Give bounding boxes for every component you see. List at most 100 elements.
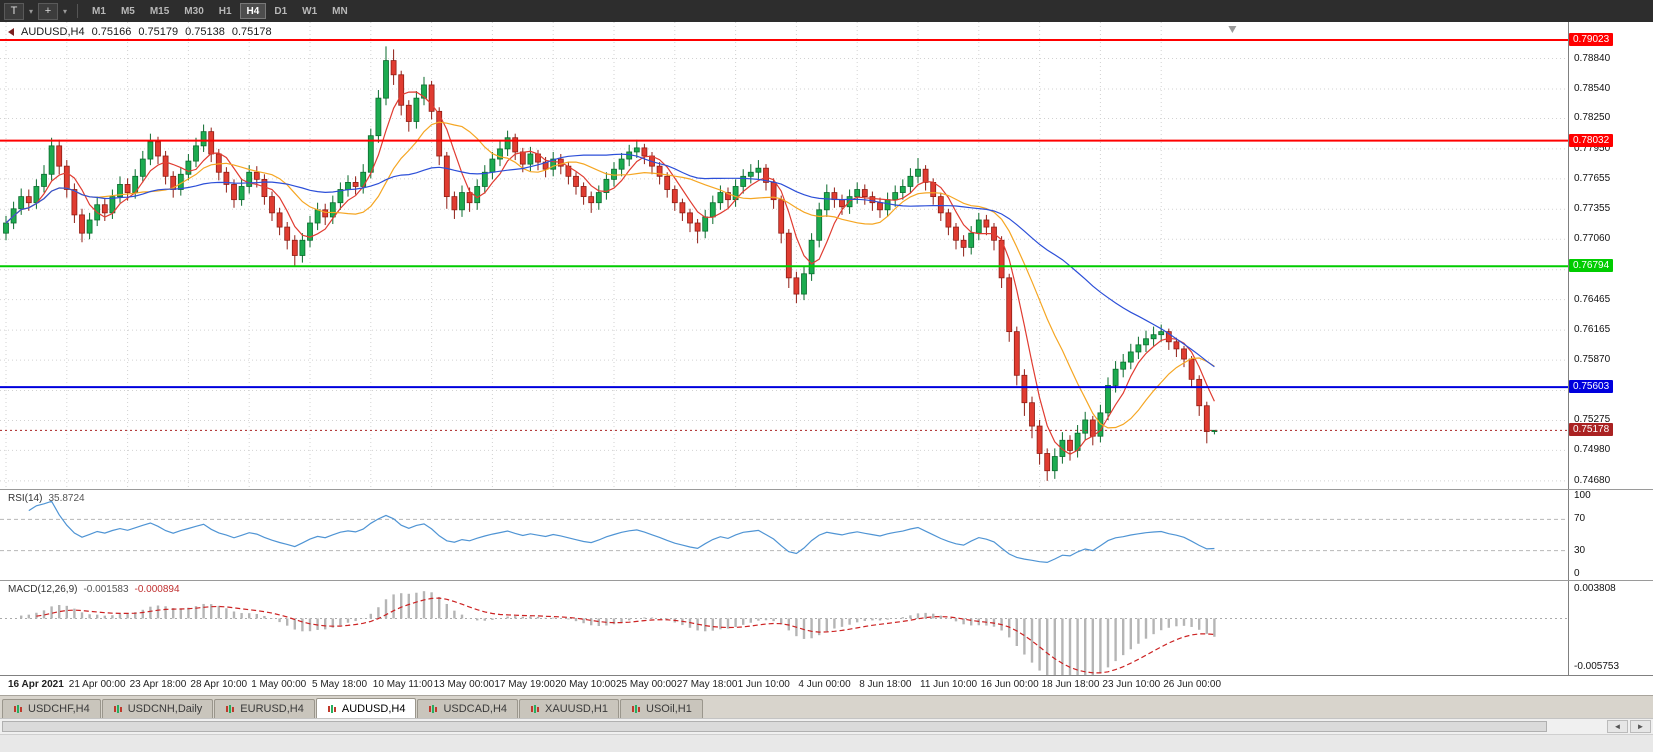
status-bar [0, 734, 1653, 752]
chevron-down-icon[interactable]: ▾ [29, 6, 34, 16]
timeframe-button-d1[interactable]: D1 [267, 3, 294, 19]
price-tag: 0.75178 [1569, 423, 1614, 437]
price-tag: 0.78032 [1569, 133, 1614, 147]
main-chart-panel: AUDUSD,H4 0.75166 0.75179 0.75138 0.7517… [0, 22, 1653, 489]
rsi-plot[interactable]: RSI(14) 35.8724 [0, 490, 1568, 580]
chart-shift-marker-icon [1228, 26, 1237, 33]
time-axis-label: 23 Apr 18:00 [129, 679, 187, 690]
price-axis-label: 0.75275 [1574, 414, 1611, 426]
time-axis-label: 25 May 00:00 [616, 679, 677, 690]
macd-panel: MACD(12,26,9) -0.001583 -0.000894 0.0038… [0, 581, 1653, 675]
ohlc-high: 0.75179 [138, 26, 179, 38]
timeframe-button-h4[interactable]: H4 [239, 3, 267, 19]
time-axis-label: 4 Jun 00:00 [798, 679, 851, 690]
timeframe-button-m30[interactable]: M30 [177, 3, 210, 19]
chart-tab-icon [429, 705, 438, 713]
rsi-label: RSI(14) 35.8724 [8, 493, 85, 504]
crosshair-tool-button[interactable]: + [38, 2, 59, 20]
price-axis-label: 0.77060 [1574, 233, 1611, 245]
price-axis-label: 0.74980 [1574, 444, 1611, 456]
tab-label: AUDUSD,H4 [341, 702, 406, 715]
time-axis-label: 26 Jun 00:00 [1163, 679, 1222, 690]
scroll-left-button[interactable]: ◄ [1607, 720, 1628, 733]
rsi-axis-label: 100 [1574, 490, 1591, 501]
price-axis-label: 0.78250 [1574, 112, 1611, 124]
tab-eurusd-h4[interactable]: EURUSD,H4 [214, 699, 315, 718]
tab-usdchf-h4[interactable]: USDCHF,H4 [2, 699, 101, 718]
chevron-down-icon[interactable]: ▾ [63, 6, 68, 16]
time-axis-label: 17 May 19:00 [494, 679, 555, 690]
timeframe-button-mn[interactable]: MN [325, 3, 355, 19]
text-tool-button[interactable]: T [4, 2, 24, 20]
macd-label: MACD(12,26,9) -0.001583 -0.000894 [8, 584, 180, 595]
scroll-right-button[interactable]: ► [1630, 720, 1651, 733]
panel-splitter[interactable] [0, 580, 1653, 581]
timeframe-button-m5[interactable]: M5 [114, 3, 142, 19]
price-tag: 0.76794 [1569, 259, 1614, 273]
macd-axis-label: 0.003808 [1574, 583, 1616, 594]
price-axis-label: 0.77950 [1574, 142, 1611, 154]
rsi-axis-label: 70 [1574, 513, 1586, 525]
ohlc-close: 0.75178 [231, 26, 272, 38]
main-plot[interactable]: AUDUSD,H4 0.75166 0.75179 0.75138 0.7517… [0, 22, 1568, 489]
time-axis-label: 13 May 00:00 [433, 679, 495, 690]
price-axis-label: 0.74680 [1574, 474, 1611, 486]
tab-label: USDCAD,H4 [443, 703, 508, 715]
tab-label: EURUSD,H4 [240, 703, 304, 715]
chart-window: AUDUSD,H4 0.75166 0.75179 0.75138 0.7517… [0, 22, 1653, 695]
time-axis-label: 1 May 00:00 [251, 679, 307, 690]
timeframe-button-m1[interactable]: M1 [85, 3, 113, 19]
scrollbar-thumb[interactable] [2, 721, 1547, 732]
time-axis-label: 10 May 11:00 [372, 679, 433, 690]
tab-label: USOil,H1 [646, 703, 692, 715]
timeframe-button-m15[interactable]: M15 [143, 3, 176, 19]
tab-label: USDCNH,Daily [127, 703, 203, 715]
horizontal-scrollbar[interactable]: ◄ ► [0, 718, 1653, 734]
price-axis-label: 0.76165 [1574, 324, 1611, 336]
timeframe-buttons: M1 M5 M15 M30 H1 H4 D1 W1 MN [85, 3, 355, 19]
tab-xauusd-h1[interactable]: XAUUSD,H1 [519, 699, 619, 718]
time-axis-label: 11 Jun 10:00 [920, 679, 978, 690]
macd-main-value: -0.001583 [83, 584, 129, 595]
toolbar: T ▾ + ▾ M1 M5 M15 M30 H1 H4 D1 W1 MN [0, 0, 1653, 22]
tab-audusd-h4[interactable]: AUDUSD,H4 [315, 698, 417, 718]
rsi-axis-label: 30 [1574, 544, 1586, 556]
chart-tab-icon [632, 705, 640, 713]
ohlc-low: 0.75138 [185, 26, 225, 38]
time-axis[interactable]: 16 Apr 2021 21 Apr 00:00 23 Apr 18:00 28 Ap… [0, 675, 1653, 695]
price-axis-label: 0.77355 [1574, 203, 1611, 215]
chart-tab-icon [113, 705, 122, 713]
time-axis-label: 5 May 18:00 [312, 679, 368, 690]
chart-tab-bar: USDCHF,H4 USDCNH,Daily EURUSD,H4 AUDUSD,H4 U… [0, 695, 1653, 718]
time-axis-label: 18 Jun 18:00 [1041, 679, 1100, 690]
main-price-axis[interactable]: 0.78840 0.78540 0.78250 0.77950 0.77655 0.773… [1568, 22, 1653, 489]
panel-splitter[interactable] [0, 489, 1653, 490]
timeframe-button-h1[interactable]: H1 [212, 3, 239, 19]
time-axis-label: 27 May 18:00 [676, 679, 738, 690]
chart-tab-icon [531, 705, 540, 713]
chart-title: AUDUSD,H4 0.75166 0.75179 0.75138 0.7517… [8, 26, 272, 38]
macd-plot[interactable]: MACD(12,26,9) -0.001583 -0.000894 [0, 581, 1568, 675]
tab-usdcad-h4[interactable]: USDCAD,H4 [417, 699, 519, 718]
tab-usoil-h1[interactable]: USOil,H1 [620, 699, 703, 718]
time-axis-label: 1 Jun 10:00 [737, 679, 790, 690]
price-tag: 0.75603 [1569, 380, 1614, 394]
series-marker-icon [8, 28, 14, 36]
tab-usdcnh-daily[interactable]: USDCNH,Daily [101, 699, 214, 718]
rsi-axis[interactable]: 100 70 30 0 [1568, 490, 1653, 580]
time-axis-label: 20 May 10:00 [555, 679, 616, 690]
time-axis-label: 16 Jun 00:00 [980, 679, 1039, 690]
chart-tab-icon [14, 705, 22, 713]
time-axis-label: 21 Apr 00:00 [68, 679, 126, 690]
ohlc-open: 0.75166 [91, 26, 132, 38]
timeframe-button-w1[interactable]: W1 [295, 3, 324, 19]
macd-axis[interactable]: 0.003808 -0.005753 [1568, 581, 1653, 675]
price-axis-label: 0.77655 [1574, 172, 1611, 184]
tab-label: XAUUSD,H1 [545, 703, 608, 715]
time-axis-label: 8 Jun 18:00 [859, 679, 912, 690]
symbol-timeframe-label: AUDUSD,H4 [21, 26, 85, 38]
price-axis-label: 0.75870 [1574, 354, 1611, 366]
price-axis-label: 0.78540 [1574, 83, 1611, 94]
toolbar-separator [77, 4, 79, 18]
